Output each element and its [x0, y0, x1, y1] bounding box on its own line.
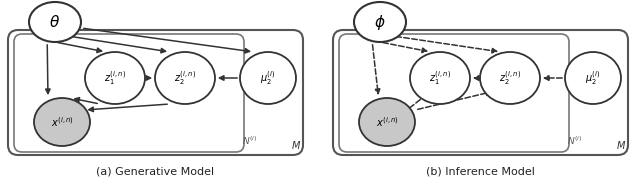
Ellipse shape	[410, 52, 470, 104]
Text: (a) Generative Model: (a) Generative Model	[97, 167, 214, 177]
Text: $z_2^{(i,n)}$: $z_2^{(i,n)}$	[174, 69, 196, 87]
Ellipse shape	[354, 2, 406, 42]
Text: $z_2^{(i,n)}$: $z_2^{(i,n)}$	[499, 69, 521, 87]
Ellipse shape	[240, 52, 296, 104]
Ellipse shape	[155, 52, 215, 104]
Text: $N^{(i)}$: $N^{(i)}$	[567, 135, 582, 147]
Ellipse shape	[34, 98, 90, 146]
Text: $\theta$: $\theta$	[49, 14, 61, 30]
Text: $M$: $M$	[616, 139, 626, 151]
Ellipse shape	[29, 2, 81, 42]
Text: $\mu_2^{(i)}$: $\mu_2^{(i)}$	[260, 69, 276, 87]
Text: $\mu_2^{(i)}$: $\mu_2^{(i)}$	[586, 69, 601, 87]
Ellipse shape	[565, 52, 621, 104]
Text: $N^{(i)}$: $N^{(i)}$	[242, 135, 258, 147]
Text: $x^{(i,n)}$: $x^{(i,n)}$	[51, 115, 74, 129]
Text: $\phi$: $\phi$	[374, 12, 386, 31]
Text: (b) Inference Model: (b) Inference Model	[426, 167, 535, 177]
Ellipse shape	[480, 52, 540, 104]
Text: $z_1^{(i,n)}$: $z_1^{(i,n)}$	[429, 69, 451, 87]
Text: $x^{(i,n)}$: $x^{(i,n)}$	[376, 115, 399, 129]
Ellipse shape	[85, 52, 145, 104]
Text: $M$: $M$	[291, 139, 301, 151]
Text: $z_1^{(i,n)}$: $z_1^{(i,n)}$	[104, 69, 126, 87]
Ellipse shape	[359, 98, 415, 146]
